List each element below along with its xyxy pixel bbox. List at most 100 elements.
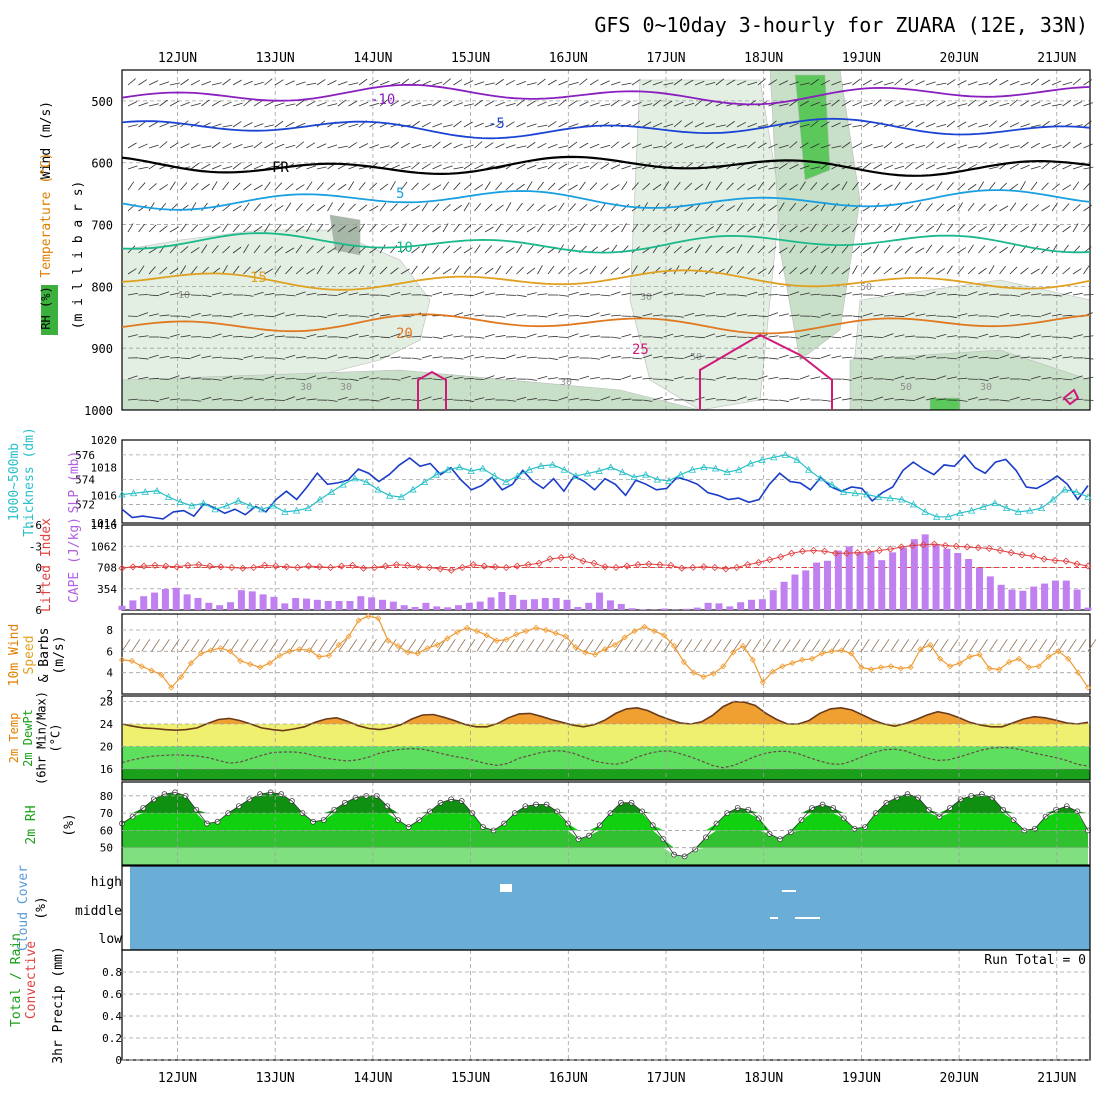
wind-barb <box>359 205 367 211</box>
wind-barb <box>338 123 347 127</box>
wind-barb <box>958 295 968 296</box>
wind-barb <box>1000 266 1006 274</box>
wind-barb <box>622 376 631 379</box>
wind-barb <box>632 377 642 379</box>
cape-bar <box>119 606 126 610</box>
wind-barb <box>905 121 913 127</box>
wind10m-barb <box>911 639 919 651</box>
wind-barb <box>989 121 997 127</box>
wind-barb <box>569 315 579 316</box>
wind10m-barb <box>546 639 554 651</box>
wind-barb <box>1010 203 1016 211</box>
wind-barb <box>454 205 462 211</box>
cape-bar <box>748 600 755 610</box>
wind-barb <box>517 245 522 253</box>
wind-barb <box>632 79 640 85</box>
cape-bar <box>835 551 842 610</box>
axis-label-10m-wind: 10m Wind <box>7 624 22 687</box>
wind-barb <box>181 144 190 148</box>
pressure-tick-label: 1000 <box>84 404 113 418</box>
wind-barb <box>317 205 325 211</box>
wind10m-barb <box>605 639 613 651</box>
wind-barb <box>622 101 631 106</box>
wind10m-barb <box>329 639 337 651</box>
wind-barb <box>989 182 995 190</box>
wind-barb <box>916 378 926 379</box>
wind-barb <box>391 181 396 190</box>
wind-barb <box>443 335 453 337</box>
wind-barb <box>233 224 240 232</box>
wind-barb <box>233 80 242 85</box>
wind-barb <box>884 82 894 85</box>
wind-barb <box>443 293 453 295</box>
wind10m-barb <box>585 639 593 651</box>
wind-barb <box>464 248 472 253</box>
wind-barb <box>1031 143 1040 148</box>
wind-barb <box>475 142 483 148</box>
wind10m-barb <box>635 639 643 651</box>
wind-barb <box>517 146 527 148</box>
wind-barb <box>254 82 264 85</box>
wind-barb <box>170 83 180 85</box>
wind-barb <box>475 267 482 274</box>
wind-barb <box>233 183 240 190</box>
wind-barb <box>454 224 460 232</box>
wind-barb <box>958 225 965 232</box>
cape-bar <box>737 602 744 610</box>
wind-barb <box>1010 164 1019 169</box>
wind10m-barb <box>960 639 968 651</box>
wind-barb <box>779 314 789 316</box>
wind-barb <box>569 245 575 253</box>
wind-barb <box>1052 184 1060 190</box>
axis-label-precip-type: Convective <box>24 941 39 1019</box>
cape-bar <box>292 598 299 610</box>
wind-barb <box>1042 144 1051 148</box>
wind-barb <box>601 355 611 358</box>
wind-barb <box>433 292 443 295</box>
date-label-top: 20JUN <box>940 51 979 66</box>
wind-barb <box>569 124 578 127</box>
wind-barb <box>842 357 852 358</box>
wind-barb <box>265 102 274 106</box>
precip-tick-label: 0.8 <box>102 966 122 979</box>
wind-barb <box>548 144 557 148</box>
precip-tick-label: 0.6 <box>102 988 122 1001</box>
wind-barb <box>926 245 932 253</box>
isotherm-line <box>122 190 1090 210</box>
wind10m-barb <box>980 639 988 651</box>
wind-barb <box>1063 268 1071 274</box>
wind-barb <box>1073 182 1079 190</box>
wind-barb <box>160 184 168 190</box>
wind10m-barb <box>201 639 209 651</box>
isotherm-label: FR <box>272 160 289 176</box>
wind-barb <box>517 123 526 127</box>
isotherm-label: -5 <box>488 116 505 132</box>
wind-barb <box>968 245 974 253</box>
cape-bar <box>574 607 581 610</box>
wind-barb <box>244 337 254 338</box>
wind-barb <box>790 398 800 400</box>
wind-barb <box>874 244 879 253</box>
wind-barb <box>464 266 471 274</box>
wind-barb <box>937 83 947 85</box>
wind-barb <box>926 226 934 232</box>
wind-barb <box>412 358 422 359</box>
wind-barb <box>527 245 533 253</box>
wind-barb <box>191 163 199 169</box>
wind10m-barb <box>526 639 534 651</box>
wind-barb <box>569 101 577 106</box>
wind10m-barb <box>408 639 416 651</box>
wind-barb <box>842 83 852 85</box>
wind-barb <box>464 203 469 211</box>
wind-barb <box>1052 164 1060 169</box>
wind-barb <box>212 165 221 169</box>
wind10m-barb <box>812 639 820 651</box>
date-label-top: 15JUN <box>451 51 490 66</box>
wind-barb <box>401 166 411 169</box>
wind-barb <box>307 204 314 211</box>
wind-barb <box>590 80 598 85</box>
wind-barb <box>884 315 894 316</box>
cape-bar <box>227 602 234 610</box>
wind-barb <box>905 266 911 274</box>
wind-barb <box>464 295 474 296</box>
